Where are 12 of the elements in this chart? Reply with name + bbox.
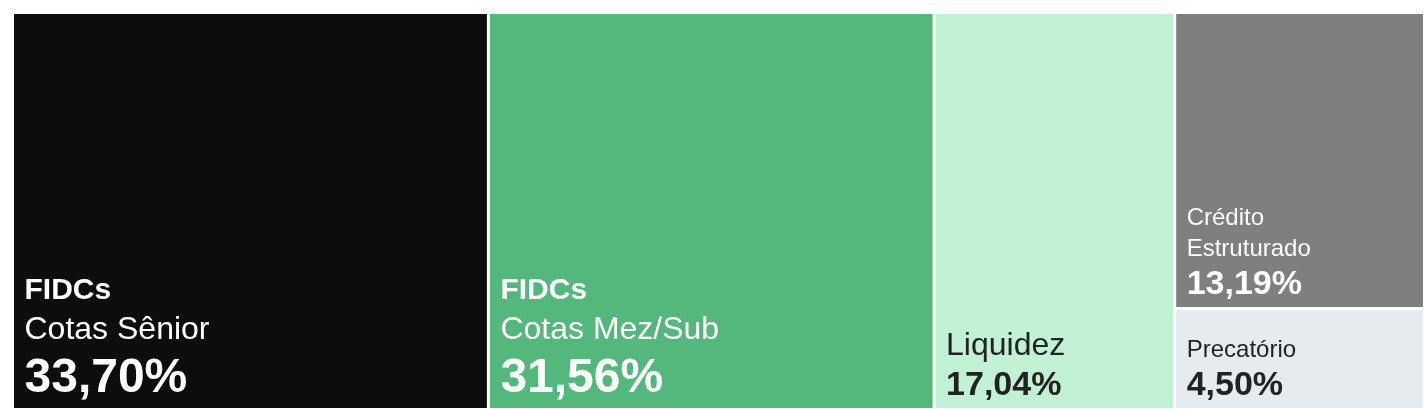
data-label: 4,50% xyxy=(1186,363,1284,402)
category-label: Liquidez xyxy=(946,326,1066,363)
category-label: Crédito Estruturado xyxy=(1186,203,1311,262)
category-label: Precatório xyxy=(1186,335,1297,363)
category-label: Cotas Mez/Sub xyxy=(500,310,720,347)
category-label: Cotas Sênior xyxy=(24,310,210,347)
data-label: 33,70% xyxy=(24,348,188,402)
data-label: 17,04% xyxy=(946,363,1062,402)
data-label: 31,56% xyxy=(500,348,664,402)
text: FIDCs xyxy=(500,271,588,305)
text: FIDCs xyxy=(24,271,112,305)
data-label: 13,19% xyxy=(1186,262,1303,301)
